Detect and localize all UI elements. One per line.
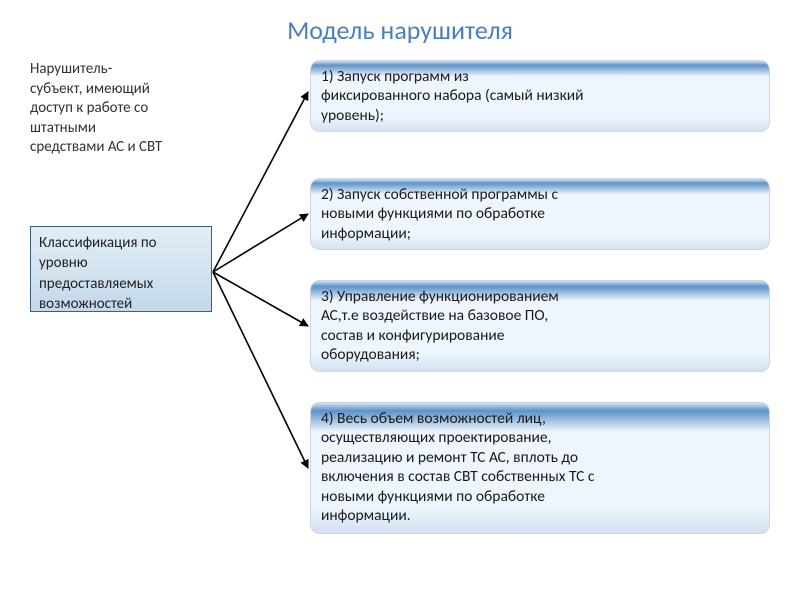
- target-box-2: 2) Запуск собственной программы с новыми…: [310, 178, 770, 250]
- diagram-title: Модель нарушителя: [0, 14, 800, 46]
- target-box-1: 1) Запуск программ из фиксированного наб…: [310, 60, 770, 132]
- source-box: Классификация по уровню предоставляемых …: [30, 226, 212, 312]
- target-box-4: 4) Весь объем возможностей лиц, осуществ…: [310, 402, 770, 534]
- intro-text: Нарушитель- субъект, имеющий доступ к ра…: [30, 60, 230, 158]
- target-box-3: 3) Управление функционированием АС,т.е в…: [310, 280, 770, 372]
